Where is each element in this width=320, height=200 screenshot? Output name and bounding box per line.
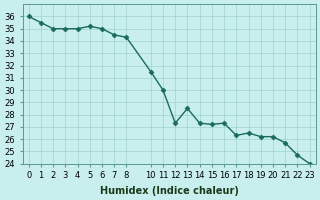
X-axis label: Humidex (Indice chaleur): Humidex (Indice chaleur) bbox=[100, 186, 238, 196]
